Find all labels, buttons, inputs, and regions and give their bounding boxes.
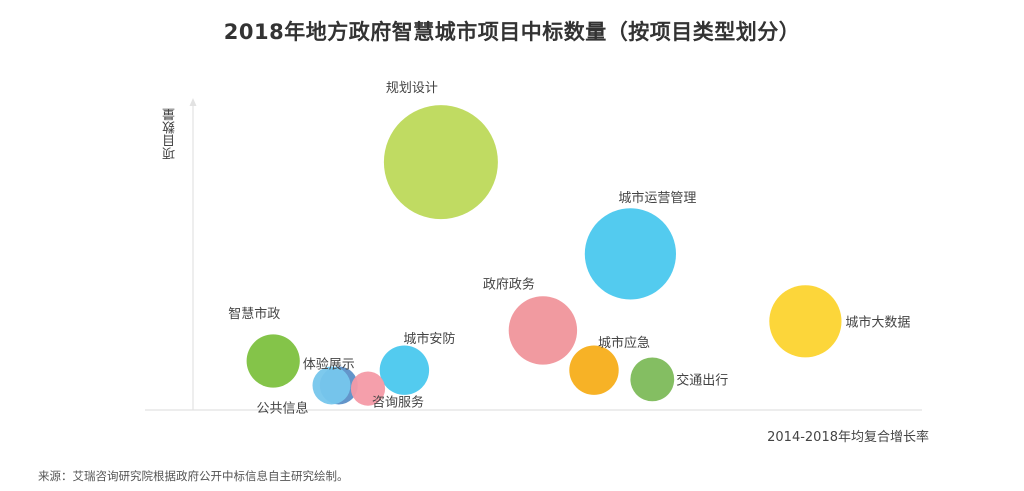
bubble-label-交通出行: 交通出行 (676, 372, 728, 388)
bubble-label-咨询服务: 咨询服务 (372, 395, 424, 411)
bubble-label-规划设计: 规划设计 (386, 81, 438, 96)
y-axis-arrow (189, 98, 197, 106)
chart-title: 2018年地方政府智慧城市项目中标数量（按项目类型划分） (223, 20, 801, 44)
bubble-智慧市政 (246, 334, 300, 388)
bubble-label-城市应急: 城市应急 (598, 335, 650, 351)
bubble-城市应急 (569, 345, 619, 395)
bubble-label-体验展示: 体验展示 (303, 357, 355, 373)
source-note: 来源：艾瑞咨询研究院根据政府公开中标信息自主研究绘制。 (38, 469, 349, 483)
bubble-政府政务 (508, 296, 578, 365)
bubble-label-政府政务: 政府政务 (483, 276, 535, 292)
y-axis-label: 项目数量 (163, 108, 178, 160)
bubbles (246, 105, 842, 406)
bubble-规划设计 (383, 105, 498, 220)
bubble-咨询服务 (350, 371, 386, 406)
bubble-label-公共信息: 公共信息 (257, 401, 309, 417)
bubble-label-城市安防: 城市安防 (403, 331, 455, 347)
bubble-城市运营管理 (584, 208, 677, 300)
bubble-label-智慧市政: 智慧市政 (228, 306, 280, 322)
bubble-label-城市大数据: 城市大数据 (845, 314, 910, 330)
bubble-城市大数据 (769, 285, 842, 358)
bubble-交通出行 (630, 357, 675, 402)
axes (145, 98, 922, 411)
bubble-label-城市运营管理: 城市运营管理 (618, 190, 696, 206)
x-axis-label: 2014-2018年均复合增长率 (767, 430, 929, 445)
bubble-公共信息 (312, 366, 351, 405)
bubble-城市安防 (379, 345, 430, 395)
